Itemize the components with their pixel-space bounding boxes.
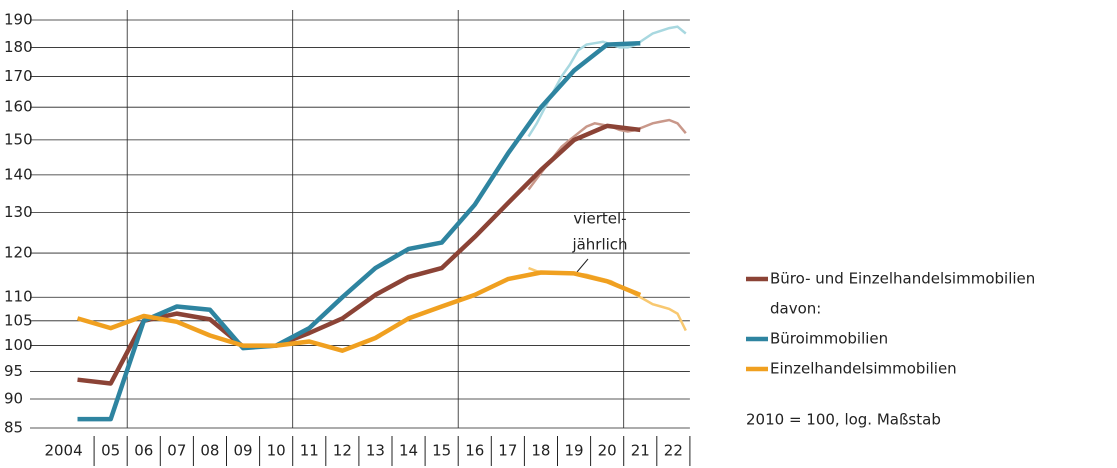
- y-tick-label: 90: [4, 390, 23, 408]
- plot: 85 90 95 100 105 110 120 130 140 150 160 170 180 190 2…: [4, 10, 1035, 466]
- x-tick-label: 21: [631, 442, 650, 460]
- series-line: [77, 40, 641, 422]
- y-tick-label: 110: [4, 288, 33, 306]
- y-tick-label: 150: [4, 130, 33, 148]
- x-tick-label: 15: [432, 442, 451, 460]
- y-tick-label: 120: [4, 244, 33, 262]
- note: 2010 = 100, log. Maßstab: [746, 411, 941, 429]
- legend-label: Büroimmobilien: [770, 330, 888, 348]
- x-tick-label: 22: [664, 442, 683, 460]
- y-tick-label: 140: [4, 165, 33, 183]
- x-tick-label: 05: [101, 442, 120, 460]
- x-tick-label: 12: [333, 442, 352, 460]
- y-tick-label: 105: [4, 311, 33, 329]
- y-tick-label: 170: [4, 67, 33, 85]
- x-tick-label: 17: [498, 442, 517, 460]
- y-tick-label: 95: [4, 362, 23, 380]
- x-tick-label: 06: [134, 442, 153, 460]
- annotation-leader: [576, 258, 589, 273]
- x-tick-label: 11: [300, 442, 319, 460]
- x-tick-label: 14: [399, 442, 418, 460]
- x-tick-label: 09: [234, 442, 253, 460]
- x-tick-label: 19: [565, 442, 584, 460]
- annotation: jährlich: [571, 236, 627, 254]
- legend-subheading: davon:: [770, 300, 821, 318]
- x-tick-label: 10: [267, 442, 286, 460]
- y-tick-label: 180: [4, 38, 33, 56]
- legend-label: Einzelhandelsimmobilien: [770, 360, 957, 378]
- y-tick-label: 85: [4, 419, 23, 437]
- y-tick-label: 130: [4, 203, 33, 221]
- quarterly-line: [527, 118, 687, 191]
- x-tick-label: 08: [200, 442, 219, 460]
- y-tick-label: 160: [4, 98, 33, 116]
- annotation: viertel-: [573, 210, 626, 228]
- x-tick-label: 16: [465, 442, 484, 460]
- y-tick-label: 190: [4, 11, 33, 29]
- series-line: [76, 270, 642, 353]
- legend-label: Büro- und Einzelhandelsimmobilien: [770, 270, 1035, 288]
- series-line: [77, 123, 641, 386]
- x-tick-label: 2004: [44, 442, 82, 460]
- quarterly-line: [528, 266, 687, 332]
- x-tick-label: 07: [167, 442, 186, 460]
- x-tick-label: 18: [531, 442, 550, 460]
- y-tick-label: 100: [4, 336, 33, 354]
- x-tick-label: 20: [598, 442, 617, 460]
- x-tick-label: 13: [366, 442, 385, 460]
